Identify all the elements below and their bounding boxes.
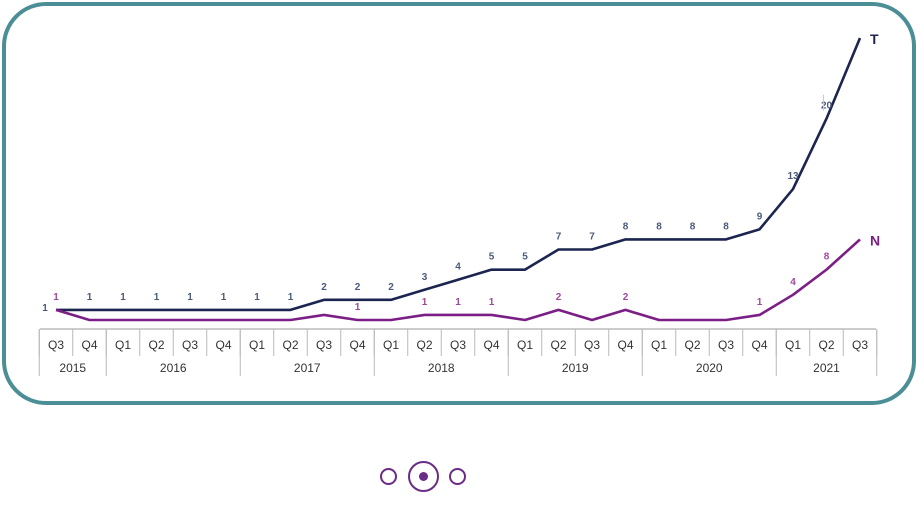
data-label: 1 [221,292,227,303]
year-label: 2021 [813,361,840,375]
data-label: 4 [790,277,796,288]
data-label: 8 [623,221,629,232]
quarter-label: Q4 [617,338,633,352]
quarter-label: Q3 [852,338,868,352]
data-label: 8 [824,252,830,263]
chart-card: 2015 2016 2017 2018 2019 2020 2021 Q3 Q4 Q1 Q2 Q3 Q4… [2,2,916,405]
data-label: 5 [489,252,495,263]
data-label: 2 [556,292,562,303]
data-label: 1 [455,297,461,308]
data-label: 8 [656,221,662,232]
data-label: 1 [187,292,193,303]
quarter-label: Q4 [81,338,97,352]
series-name-label: N [870,232,880,248]
year-label: 2020 [696,361,723,375]
quarter-label: Q4 [483,338,499,352]
data-label: 2 [355,282,361,293]
data-label: 8 [690,221,696,232]
quarter-label: Q3 [584,338,600,352]
data-label: 20 [821,101,833,112]
quarter-label: Q3 [48,338,64,352]
data-label: 7 [556,232,562,243]
data-label: 1 [355,302,361,313]
data-label: 2 [623,292,629,303]
data-label: 1 [154,292,160,303]
quarter-label: Q2 [684,338,700,352]
data-label: 1 [53,292,59,303]
data-label: 2 [388,282,394,293]
quarter-label: Q3 [182,338,198,352]
quarter-label: Q4 [349,338,365,352]
data-label: 9 [757,211,763,222]
quarter-label: Q3 [450,338,466,352]
data-label: 1 [87,292,93,303]
data-label: 8 [723,221,729,232]
data-label: 4 [455,262,461,273]
year-label: 2016 [160,361,187,375]
carousel-pager [377,458,472,494]
year-label: 2015 [59,361,86,375]
data-label: 1 [489,297,495,308]
quarter-label: Q1 [651,338,667,352]
quarter-label: Q1 [115,338,131,352]
year-label: 2017 [294,361,321,375]
pager-dot-1[interactable] [380,468,397,485]
quarter-label: Q1 [517,338,533,352]
series-line-N [55,238,861,322]
data-label: 1 [120,292,126,303]
quarter-label: Q2 [550,338,566,352]
pager-dot-2-active[interactable] [408,461,439,492]
quarter-label: Q2 [282,338,298,352]
quarter-label: Q2 [148,338,164,352]
data-label: 5 [522,252,528,263]
quarter-label: Q3 [718,338,734,352]
data-label: 7 [589,232,595,243]
data-label: 3 [422,272,428,283]
year-label: 2018 [428,361,455,375]
data-label: 1 [254,292,260,303]
quarter-label: Q2 [818,338,834,352]
series-name-label: T [870,31,879,47]
quarter-label: Q3 [316,338,332,352]
pager-dot-3[interactable] [449,468,466,485]
quarter-label: Q4 [751,338,767,352]
year-label: 2019 [562,361,589,375]
data-label: 1 [757,297,763,308]
quarter-label: Q1 [249,338,265,352]
data-label: 2 [321,282,327,293]
quarter-label: Q1 [785,338,801,352]
data-label: 1 [42,303,48,314]
quarter-label: Q2 [416,338,432,352]
quarter-label: Q1 [383,338,399,352]
data-label: 1 [422,297,428,308]
data-label: 1 [288,292,294,303]
series-line-T [56,37,862,312]
quarter-label: Q4 [215,338,231,352]
data-label: 13 [787,171,799,182]
